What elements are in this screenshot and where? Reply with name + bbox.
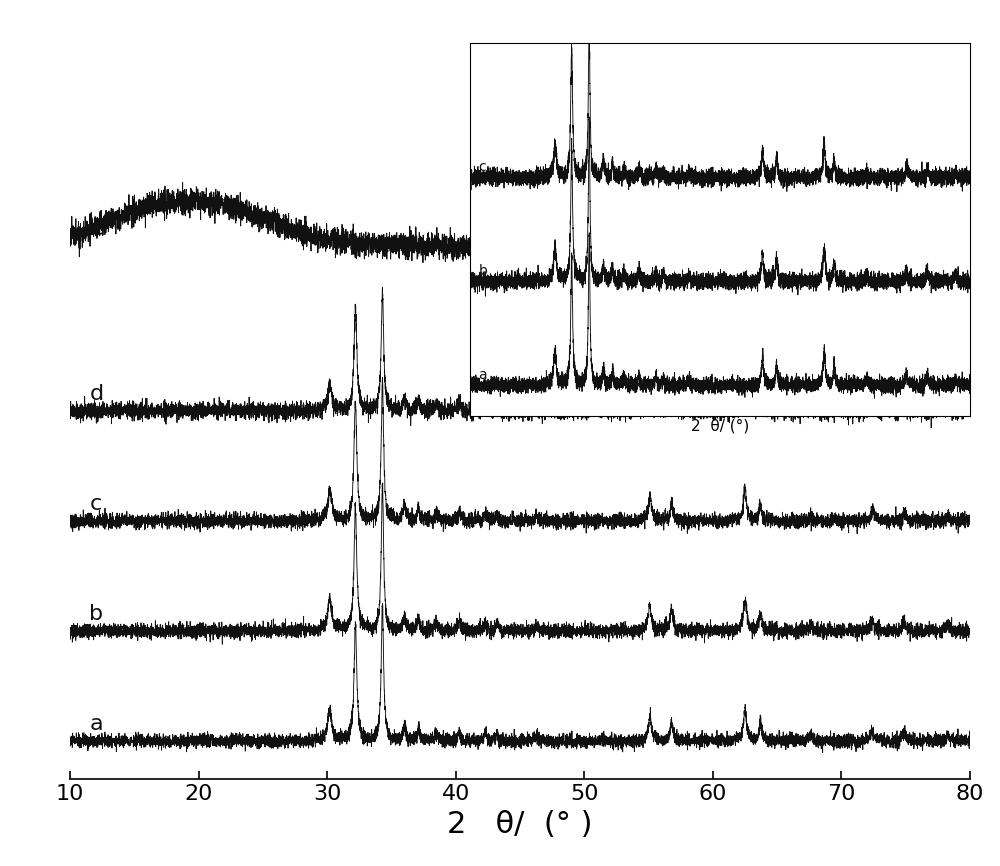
Text: a: a — [89, 714, 103, 734]
Text: e: e — [89, 219, 103, 239]
X-axis label: 2  θ/ (°): 2 θ/ (°) — [691, 418, 749, 434]
Text: a: a — [478, 368, 487, 382]
Text: c: c — [478, 160, 486, 174]
Text: b: b — [89, 604, 103, 624]
X-axis label: 2   θ/  (° ): 2 θ/ (° ) — [447, 810, 593, 839]
Text: d: d — [89, 384, 103, 404]
Text: b: b — [478, 264, 487, 278]
Text: c: c — [89, 494, 102, 514]
